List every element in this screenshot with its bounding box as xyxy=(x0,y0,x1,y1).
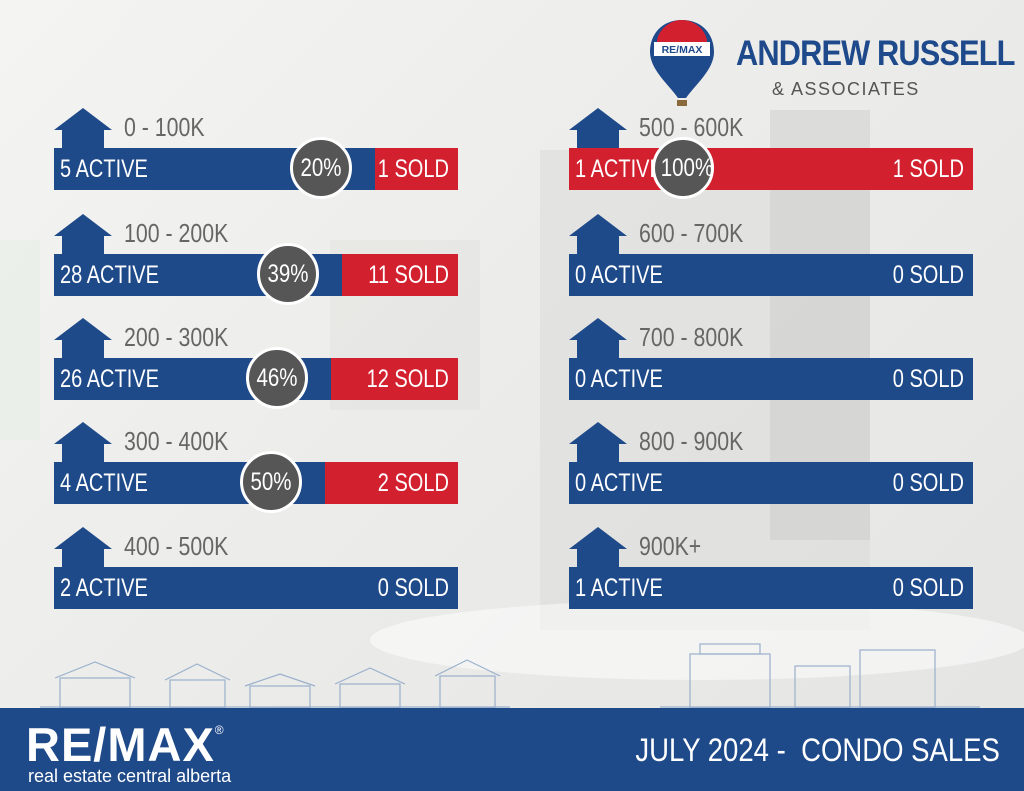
active-sold-bar: 1 ACTIVE 0 SOLD xyxy=(569,567,973,609)
price-range-row: 400 - 500K 2 ACTIVE 0 SOLD xyxy=(54,527,458,609)
remax-balloon-logo: RE/MAX xyxy=(650,20,714,106)
price-range-label: 200 - 300K xyxy=(124,322,229,352)
price-range-label: 900K+ xyxy=(639,531,702,561)
price-range-row: 0 - 100K 5 ACTIVE 1 SOLD 20% xyxy=(54,108,458,199)
sold-count: 0 SOLD xyxy=(892,469,964,497)
price-range-row: 500 - 600K 1 ACTIVE 1 SOLD 100% xyxy=(569,108,973,199)
agent-name: ANDREW RUSSELL xyxy=(736,34,1015,73)
active-sold-bar: 5 ACTIVE 1 SOLD xyxy=(54,148,458,190)
svg-text:RE/MAX: RE/MAX xyxy=(662,44,703,56)
house-icon xyxy=(569,527,627,571)
city-skyline-illustration xyxy=(660,643,980,708)
price-range-row: 800 - 900K 0 ACTIVE 0 SOLD xyxy=(569,422,973,504)
active-count: 0 ACTIVE xyxy=(575,365,663,393)
price-range-label: 400 - 500K xyxy=(124,531,229,561)
sold-count: 0 SOLD xyxy=(377,574,449,602)
price-range-row: 200 - 300K 26 ACTIVE 12 SOLD 46% xyxy=(54,318,458,409)
house-icon xyxy=(54,527,112,571)
price-range-label: 800 - 900K xyxy=(639,426,744,456)
house-icon xyxy=(569,214,627,258)
sold-segment xyxy=(342,254,458,296)
sold-segment xyxy=(325,462,458,504)
price-range-label: 0 - 100K xyxy=(124,112,205,142)
sold-percent-badge: 50% xyxy=(240,451,302,513)
remax-footer-logo: RE/MAX® xyxy=(26,718,225,771)
active-count: 5 ACTIVE xyxy=(60,155,148,183)
active-count: 2 ACTIVE xyxy=(60,574,148,602)
house-icon xyxy=(54,422,112,466)
report-period: JULY 2024 - CONDO SALES xyxy=(635,732,1000,768)
price-range-row: 700 - 800K 0 ACTIVE 0 SOLD xyxy=(569,318,973,400)
house-icon xyxy=(569,318,627,362)
sold-segment xyxy=(569,148,973,190)
footer-tagline: real estate central alberta xyxy=(28,766,232,786)
active-sold-bar: 28 ACTIVE 11 SOLD xyxy=(54,254,458,296)
price-range-label: 500 - 600K xyxy=(639,112,744,142)
sold-count: 12 SOLD xyxy=(366,365,449,393)
active-count: 28 ACTIVE xyxy=(60,261,159,289)
sold-percent-badge: 46% xyxy=(246,347,308,409)
sold-count: 11 SOLD xyxy=(368,261,449,289)
active-sold-bar: 2 ACTIVE 0 SOLD xyxy=(54,567,458,609)
sold-segment xyxy=(331,358,458,400)
house-icon xyxy=(54,318,112,362)
active-sold-bar: 0 ACTIVE 0 SOLD xyxy=(569,254,973,296)
house-icon xyxy=(54,214,112,258)
active-count: 0 ACTIVE xyxy=(575,261,663,289)
sold-count: 0 SOLD xyxy=(892,365,964,393)
price-range-label: 700 - 800K xyxy=(639,322,744,352)
price-range-label: 300 - 400K xyxy=(124,426,229,456)
active-sold-bar: 1 ACTIVE 1 SOLD xyxy=(569,148,973,190)
price-range-row: 300 - 400K 4 ACTIVE 2 SOLD 50% xyxy=(54,422,458,513)
house-icon xyxy=(569,422,627,466)
price-range-row: 100 - 200K 28 ACTIVE 11 SOLD 39% xyxy=(54,214,458,305)
price-range-label: 100 - 200K xyxy=(124,218,229,248)
sold-segment xyxy=(375,148,458,190)
houses-skyline-illustration xyxy=(40,659,510,708)
sold-count: 2 SOLD xyxy=(377,469,449,497)
house-icon xyxy=(54,108,112,152)
sold-count: 0 SOLD xyxy=(892,574,964,602)
footer-bar: RE/MAX® real estate central alberta JULY… xyxy=(0,708,1024,791)
sold-count: 0 SOLD xyxy=(892,261,964,289)
price-range-row: 600 - 700K 0 ACTIVE 0 SOLD xyxy=(569,214,973,296)
active-count: 1 ACTIVE xyxy=(575,574,663,602)
house-icon xyxy=(569,108,627,152)
sold-percent-badge: 20% xyxy=(290,137,352,199)
sold-percent-badge: 39% xyxy=(257,243,319,305)
active-sold-bar: 0 ACTIVE 0 SOLD xyxy=(569,462,973,504)
active-sold-bar: 0 ACTIVE 0 SOLD xyxy=(569,358,973,400)
sold-count: 1 SOLD xyxy=(892,155,964,183)
price-range-label: 600 - 700K xyxy=(639,218,744,248)
price-range-row: 900K+ 1 ACTIVE 0 SOLD xyxy=(569,527,973,609)
sold-count: 1 SOLD xyxy=(377,155,449,183)
agent-subtitle: & ASSOCIATES xyxy=(772,79,920,99)
active-count: 1 ACTIVE xyxy=(575,155,663,183)
sold-percent-badge: 100% xyxy=(652,137,714,199)
active-count: 4 ACTIVE xyxy=(60,469,148,497)
active-count: 0 ACTIVE xyxy=(575,469,663,497)
active-count: 26 ACTIVE xyxy=(60,365,159,393)
